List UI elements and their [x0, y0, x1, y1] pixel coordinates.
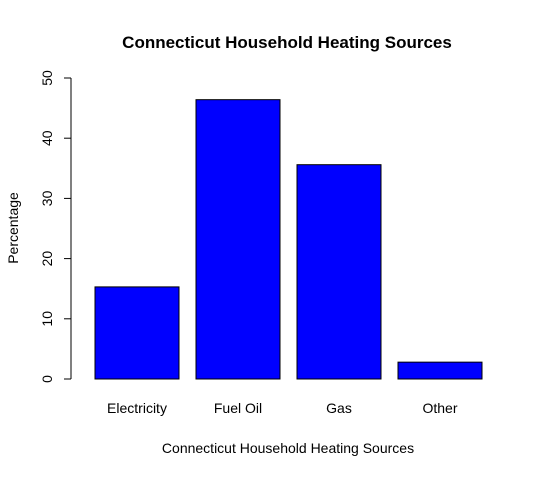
- chart-title: Connecticut Household Heating Sources: [122, 33, 452, 52]
- y-tick-label: 0: [39, 375, 55, 383]
- bars-group: [94, 99, 483, 380]
- x-axis-label: Connecticut Household Heating Sources: [162, 440, 414, 456]
- y-axis-label: Percentage: [5, 192, 21, 264]
- y-tick-label: 30: [39, 190, 55, 206]
- y-tick-label: 10: [39, 311, 55, 327]
- bar-other: [397, 361, 483, 380]
- bar-electricity: [94, 286, 180, 380]
- x-tick-label: Gas: [326, 400, 352, 416]
- x-tick-labels: Electricity Fuel Oil Gas Other: [107, 400, 458, 416]
- bar-fuel-oil: [195, 99, 281, 380]
- y-tick-label: 40: [39, 130, 55, 146]
- y-axis: 0 10 20 30 40 50: [39, 70, 72, 383]
- y-tick-label: 50: [39, 70, 55, 86]
- y-tick-label: 20: [39, 251, 55, 267]
- x-tick-label: Other: [422, 400, 457, 416]
- bar-gas: [296, 164, 382, 380]
- x-tick-label: Electricity: [107, 400, 167, 416]
- x-tick-label: Fuel Oil: [214, 400, 262, 416]
